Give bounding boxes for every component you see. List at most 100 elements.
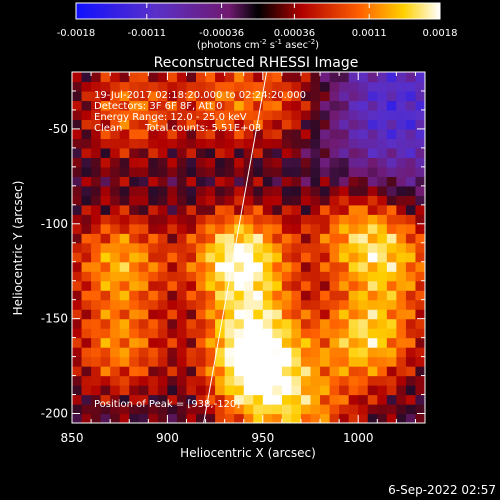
heatmap-cell	[81, 185, 92, 196]
heatmap-cell	[262, 347, 273, 358]
heatmap-cell	[300, 252, 312, 263]
heatmap-cell	[300, 138, 312, 149]
heatmap-cell	[262, 271, 273, 282]
heatmap-cell	[205, 366, 216, 377]
heatmap-cell	[377, 72, 388, 83]
heatmap-cell	[205, 375, 216, 386]
heatmap-cell	[148, 299, 159, 310]
heatmap-cell	[72, 271, 83, 282]
heatmap-cell	[310, 271, 321, 282]
heatmap-cell	[234, 214, 245, 225]
heatmap-cell	[110, 290, 121, 301]
heatmap-cell	[167, 261, 178, 272]
colorbar-ticks	[75, 3, 441, 19]
heatmap-cell	[91, 404, 102, 415]
heatmap-cell	[196, 394, 207, 405]
heatmap-cell	[100, 394, 111, 405]
heatmap-cell	[148, 271, 159, 282]
heatmap-cell	[415, 404, 425, 415]
heatmap-cell	[72, 337, 83, 348]
heatmap-cell	[281, 413, 293, 423]
heatmap-cell	[167, 166, 178, 177]
heatmap-cell	[243, 204, 254, 215]
heatmap-cell	[119, 233, 130, 244]
heatmap-cell	[329, 394, 340, 405]
heatmap-cell	[300, 328, 312, 339]
heatmap-cell	[281, 204, 293, 215]
heatmap-cell	[148, 138, 159, 149]
heatmap-cell	[110, 100, 121, 111]
heatmap-cell	[281, 337, 293, 348]
heatmap-cell	[377, 413, 388, 423]
heatmap-cell	[196, 328, 207, 339]
heatmap-cell	[81, 176, 92, 187]
heatmap-cell	[100, 138, 111, 149]
heatmap-cell	[157, 375, 169, 386]
heatmap-cell	[100, 375, 111, 386]
heatmap-cell	[405, 261, 417, 272]
heatmap-cell	[100, 223, 111, 234]
heatmap-cell	[110, 356, 121, 367]
heatmap-cell	[205, 233, 216, 244]
heatmap-cell	[215, 223, 226, 234]
heatmap-cell	[129, 413, 140, 423]
heatmap-cell	[253, 195, 264, 206]
heatmap-cell	[377, 290, 388, 301]
heatmap-cell	[329, 72, 340, 83]
heatmap-cell	[72, 72, 83, 83]
heatmap-cell	[176, 385, 188, 396]
heatmap-cell	[148, 176, 159, 187]
heatmap-cell	[129, 214, 140, 225]
heatmap-cell	[72, 318, 83, 329]
heatmap-cell	[367, 413, 378, 423]
heatmap-cell	[386, 138, 397, 149]
heatmap-cell	[110, 413, 121, 423]
heatmap-cell	[72, 242, 83, 253]
heatmap-cell	[262, 138, 273, 149]
heatmap-cell	[119, 128, 130, 140]
heatmap-cell	[119, 347, 130, 358]
heatmap-cell	[386, 185, 397, 196]
heatmap-cell	[119, 223, 130, 234]
heatmap-cell	[243, 242, 254, 253]
heatmap-cell	[186, 271, 197, 282]
heatmap-cell	[329, 328, 340, 339]
heatmap-cell	[91, 128, 102, 140]
heatmap-cell	[129, 223, 140, 234]
heatmap-cell	[176, 176, 188, 187]
heatmap-cell	[234, 72, 245, 83]
heatmap-cell	[167, 204, 178, 215]
heatmap-cell	[272, 328, 283, 339]
heatmap-cell	[320, 337, 331, 348]
heatmap-cell	[91, 318, 102, 329]
heatmap-cell	[281, 233, 293, 244]
heatmap-cell	[281, 375, 293, 386]
heatmap-cell	[129, 204, 140, 215]
heatmap-cell	[157, 337, 169, 348]
heatmap-cell	[281, 185, 293, 196]
heatmap-cell	[396, 290, 407, 301]
heatmap-cell	[396, 90, 407, 102]
heatmap-cell	[91, 375, 102, 386]
heatmap-cell	[396, 204, 407, 215]
heatmap-cell	[196, 223, 207, 234]
heatmap-cell	[253, 347, 264, 358]
heatmap-cell	[386, 394, 397, 405]
heatmap-cell	[224, 119, 235, 130]
heatmap-cell	[377, 157, 388, 168]
heatmap-cell	[396, 119, 407, 130]
heatmap-cell	[291, 356, 302, 367]
y-axis-label: Heliocentric Y (arcsec)	[11, 181, 25, 316]
heatmap-cell	[377, 299, 388, 310]
heatmap-cell	[291, 413, 302, 423]
heatmap-cell	[291, 214, 302, 225]
heatmap-cell	[81, 404, 92, 415]
heatmap-cell	[205, 166, 216, 177]
heatmap-cell	[186, 185, 197, 196]
heatmap-cell	[377, 394, 388, 405]
heatmap-cell	[196, 271, 207, 282]
heatmap-cell	[157, 147, 169, 158]
heatmap-cell	[405, 109, 417, 121]
heatmap-cell	[310, 404, 321, 415]
heatmap-cell	[148, 204, 159, 215]
